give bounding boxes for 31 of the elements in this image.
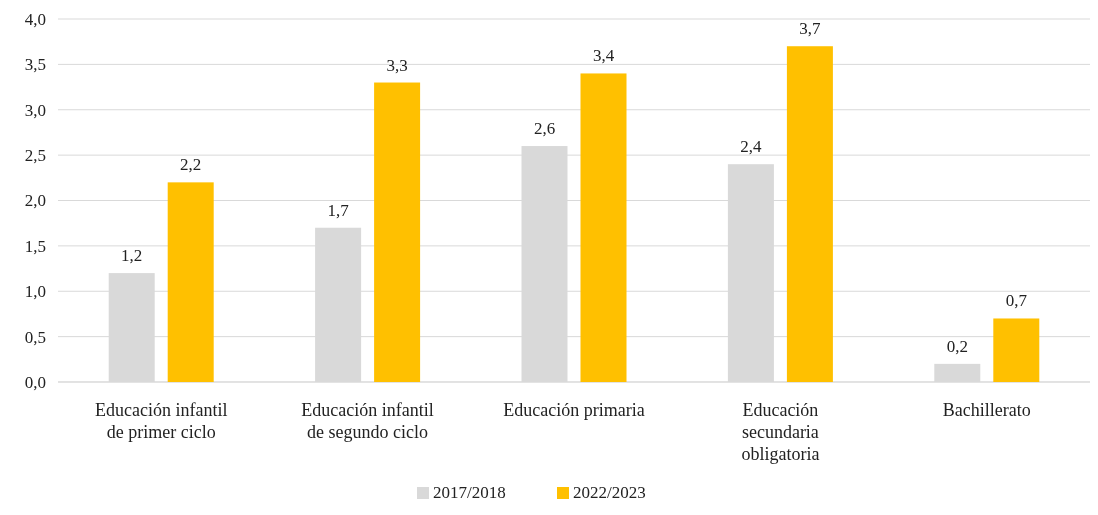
data-label: 0,7 xyxy=(1005,291,1028,311)
data-label: 1,2 xyxy=(121,246,143,266)
y-tick-label: 0,5 xyxy=(24,327,46,347)
x-tick-label: Educación infantil de segundo ciclo xyxy=(301,400,434,442)
y-tick-label: 4,0 xyxy=(24,9,46,29)
y-tick-label: 2,0 xyxy=(24,191,46,211)
x-tick-label: Educación primaria xyxy=(503,400,645,420)
data-label: 2,6 xyxy=(533,119,556,139)
data-label: 3,7 xyxy=(799,19,822,39)
data-label: 2,4 xyxy=(740,137,763,157)
y-tick-label: 1,5 xyxy=(24,236,46,256)
x-tick-label: Educación infantil de primer ciclo xyxy=(94,400,228,442)
bar xyxy=(580,73,627,382)
x-tick-label: Bachillerato xyxy=(942,400,1031,420)
y-tick-label: 2,5 xyxy=(24,146,46,166)
y-tick-label: 1,0 xyxy=(24,282,46,302)
data-label: 2,2 xyxy=(180,155,202,175)
data-label: 1,7 xyxy=(327,200,350,220)
y-tick-label: 0,0 xyxy=(24,372,46,392)
y-tick-label: 3,0 xyxy=(24,100,46,120)
data-label: 0,2 xyxy=(946,336,968,356)
legend-label: 2017/2018 xyxy=(433,483,506,502)
bar xyxy=(167,182,214,382)
bar xyxy=(374,82,421,382)
data-label: 3,3 xyxy=(386,55,408,75)
bar xyxy=(786,46,833,382)
y-tick-label: 3,5 xyxy=(24,55,46,75)
bar xyxy=(993,318,1040,382)
legend-label: 2022/2023 xyxy=(573,483,646,502)
data-label: 3,4 xyxy=(592,46,615,66)
x-tick-label: Educación secundaria obligatoria xyxy=(741,400,820,464)
